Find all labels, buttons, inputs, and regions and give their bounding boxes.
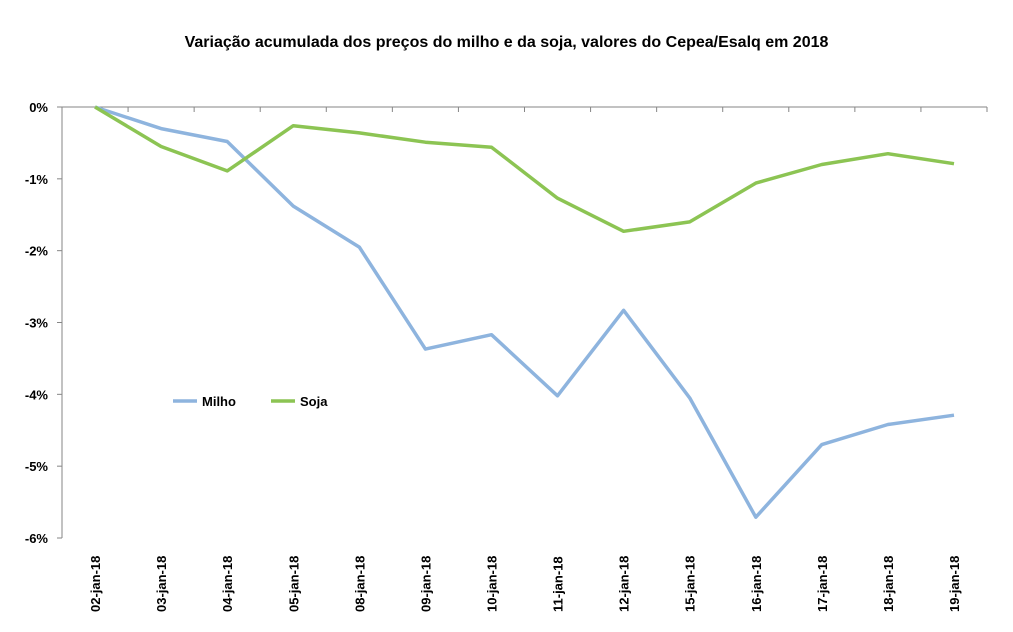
- chart-title: Variação acumulada dos preços do milho e…: [184, 34, 829, 51]
- x-tick-label: 15-jan-18: [683, 556, 698, 612]
- x-tick-label: 17-jan-18: [815, 556, 830, 612]
- series-lines: [94, 105, 955, 519]
- legend-label-soja: Soja: [300, 394, 328, 409]
- x-tick-label: 12-jan-18: [617, 556, 632, 612]
- y-tick-label: -5%: [25, 459, 49, 474]
- x-tick-label: 18-jan-18: [881, 556, 896, 612]
- x-tick-label: 09-jan-18: [418, 556, 433, 612]
- x-tick-label: 05-jan-18: [286, 556, 301, 612]
- x-tick-label: 16-jan-18: [749, 556, 764, 612]
- x-tick-label: 02-jan-18: [88, 556, 103, 612]
- x-tick-label: 03-jan-18: [154, 556, 169, 612]
- series-line-milho: [94, 105, 955, 519]
- y-tick-label: -4%: [25, 387, 49, 402]
- x-tick-label: 19-jan-18: [947, 556, 962, 612]
- x-tick-label: 10-jan-18: [484, 556, 499, 612]
- y-tick-label: -1%: [25, 172, 49, 187]
- y-tick-label: 0%: [29, 100, 48, 115]
- series-line-soja: [94, 105, 955, 234]
- y-tick-label: -2%: [25, 244, 49, 259]
- y-tick-label: -3%: [25, 316, 49, 331]
- y-tick-label: -6%: [25, 531, 49, 546]
- x-tick-label: 11-jan-18: [551, 556, 566, 612]
- x-tick-label: 08-jan-18: [352, 556, 367, 612]
- legend: Milho Soja: [173, 394, 328, 409]
- axes: 0% -1% -2% -3% -4% -5% -6% 02-jan-18 03-jan-18 04…: [25, 100, 988, 612]
- x-tick-label: 04-jan-18: [220, 556, 235, 612]
- legend-label-milho: Milho: [202, 394, 236, 409]
